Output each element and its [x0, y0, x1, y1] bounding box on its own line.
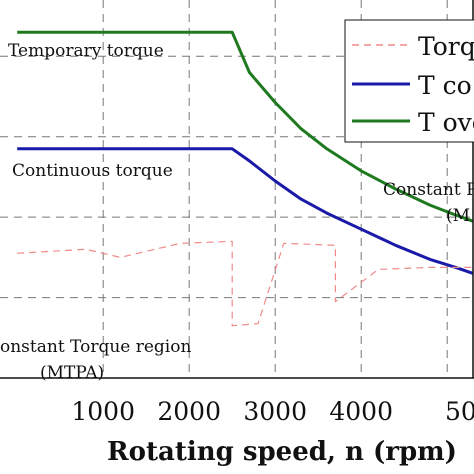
- annotation-mtpa: (MTPA): [40, 363, 104, 383]
- series-lines: [17, 30, 474, 327]
- x-tick-label-2: 3000: [243, 397, 307, 426]
- legend-label-continuous: T co: [418, 71, 472, 100]
- legend-label-torque: Torq: [418, 32, 474, 61]
- annotation-continuous-torque: Continuous torque: [12, 161, 173, 181]
- x-tick-label-1: 2000: [157, 397, 221, 426]
- annotation-constant-power: Constant P: [383, 180, 474, 200]
- annotation-constant-torque-region: onstant Torque region: [0, 337, 191, 357]
- x-tick-label-3: 4000: [329, 397, 393, 426]
- series-line-2: [17, 240, 473, 327]
- legend-label-overload: T ove: [418, 108, 474, 137]
- x-tick-label-4: 500: [445, 397, 474, 426]
- x-tick-labels: 1000 2000 3000 4000 500: [71, 397, 474, 426]
- x-axis-label: Rotating speed, n (rpm): [107, 437, 457, 467]
- series-line-1: [17, 147, 474, 275]
- series-line-0: [17, 30, 474, 223]
- annotation-temporary-torque: Temporary torque: [8, 41, 164, 61]
- annotation-constant-power-mode: (M: [446, 206, 470, 226]
- x-tick-label-0: 1000: [71, 397, 135, 426]
- legend: Torq T co T ove: [344, 19, 474, 143]
